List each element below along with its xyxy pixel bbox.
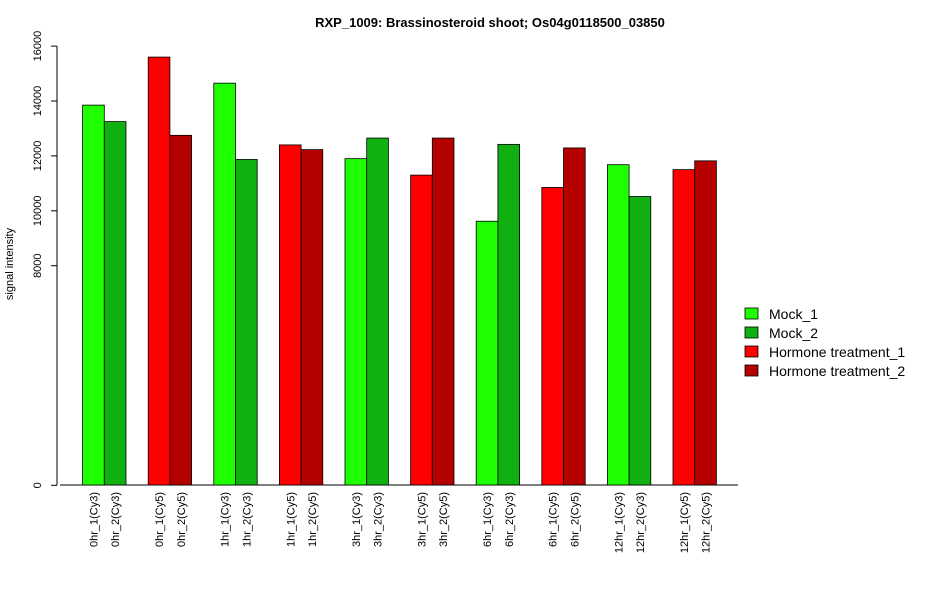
x-tick-label: 3hr_2(Cy5) bbox=[438, 492, 450, 547]
bar-12hr_1(Cy5) bbox=[672, 169, 696, 486]
bar-3hr_1(Cy3) bbox=[344, 158, 368, 486]
y-axis: 0 8000 10000 12000 14000 16000 bbox=[32, 31, 58, 488]
bar-12hr_2(Cy3) bbox=[628, 196, 652, 486]
x-tick-label: 1hr_1(Cy3) bbox=[220, 492, 232, 547]
legend-label: Mock_1 bbox=[769, 306, 818, 322]
chart-title: RXP_1009: Brassinosteroid shoot; Os04g01… bbox=[315, 15, 665, 30]
bar-6hr_2(Cy5) bbox=[563, 147, 586, 486]
bar-3hr_2(Cy3) bbox=[366, 137, 389, 486]
x-tick-label: 3hr_2(Cy3) bbox=[373, 492, 385, 547]
legend: Mock_1 Mock_2 Hormone treatment_1 Hormone t… bbox=[744, 306, 905, 379]
x-tick-label: 6hr_1(Cy3) bbox=[482, 492, 494, 547]
x-tick-label: 6hr_2(Cy5) bbox=[569, 492, 581, 547]
bar-3hr_1(Cy5) bbox=[410, 174, 433, 486]
bar-12hr_2(Cy5) bbox=[694, 160, 717, 486]
x-axis-tick-labels: 0hr_1(Cy3) 0hr_2(Cy3) 0hr_1(Cy5) 0hr_2(Cy5)… bbox=[88, 492, 712, 553]
x-tick-label: 0hr_2(Cy5) bbox=[176, 492, 188, 547]
bar-6hr_1(Cy3) bbox=[475, 220, 499, 486]
bars bbox=[82, 56, 717, 486]
y-axis-label: signal intensity bbox=[4, 227, 16, 300]
x-tick-label: 0hr_1(Cy3) bbox=[88, 492, 100, 547]
x-tick-label: 1hr_2(Cy5) bbox=[307, 492, 319, 547]
x-tick-label: 12hr_2(Cy3) bbox=[635, 492, 647, 553]
y-tick-label: 14000 bbox=[32, 86, 44, 117]
bar-1hr_2(Cy5) bbox=[300, 149, 324, 486]
bar-6hr_1(Cy5) bbox=[541, 187, 564, 486]
bar-3hr_2(Cy5) bbox=[431, 137, 455, 486]
x-tick-label: 12hr_1(Cy3) bbox=[613, 492, 625, 553]
bar-0hr_1(Cy5) bbox=[147, 56, 171, 486]
bar-0hr_2(Cy5) bbox=[169, 134, 192, 486]
x-tick-label: 3hr_1(Cy3) bbox=[351, 492, 363, 547]
legend-label: Hormone treatment_2 bbox=[769, 363, 905, 379]
bar-1hr_1(Cy5) bbox=[278, 144, 302, 486]
legend-swatch bbox=[744, 345, 759, 358]
bar-0hr_1(Cy3) bbox=[82, 104, 105, 486]
y-tick-label: 0 bbox=[32, 482, 44, 488]
bar-1hr_1(Cy3) bbox=[213, 82, 236, 486]
bar-0hr_2(Cy3) bbox=[103, 121, 127, 486]
x-tick-label: 0hr_2(Cy3) bbox=[110, 492, 122, 547]
y-tick-label: 12000 bbox=[32, 141, 44, 172]
y-tick-label: 16000 bbox=[32, 31, 44, 62]
y-tick-label: 10000 bbox=[32, 196, 44, 227]
legend-label: Hormone treatment_1 bbox=[769, 344, 905, 360]
legend-swatch bbox=[744, 326, 759, 339]
x-tick-label: 12hr_1(Cy5) bbox=[679, 492, 691, 553]
legend-label: Mock_2 bbox=[769, 325, 818, 341]
x-tick-label: 1hr_1(Cy5) bbox=[285, 492, 297, 547]
legend-swatch bbox=[744, 307, 759, 320]
bar-12hr_1(Cy3) bbox=[607, 164, 630, 486]
bar-1hr_2(Cy3) bbox=[235, 159, 258, 486]
x-tick-label: 6hr_1(Cy5) bbox=[548, 492, 560, 547]
legend-swatch bbox=[744, 364, 759, 377]
y-tick-label: 8000 bbox=[32, 253, 44, 277]
x-tick-label: 12hr_2(Cy5) bbox=[701, 492, 713, 553]
x-tick-label: 1hr_2(Cy3) bbox=[241, 492, 253, 547]
x-tick-label: 6hr_2(Cy3) bbox=[504, 492, 516, 547]
x-tick-label: 3hr_1(Cy5) bbox=[416, 492, 428, 547]
x-tick-label: 0hr_1(Cy5) bbox=[154, 492, 166, 547]
bar-6hr_2(Cy3) bbox=[497, 143, 520, 486]
